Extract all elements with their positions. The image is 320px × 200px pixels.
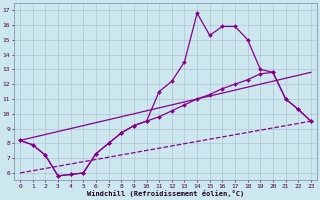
X-axis label: Windchill (Refroidissement éolien,°C): Windchill (Refroidissement éolien,°C): [87, 190, 244, 197]
